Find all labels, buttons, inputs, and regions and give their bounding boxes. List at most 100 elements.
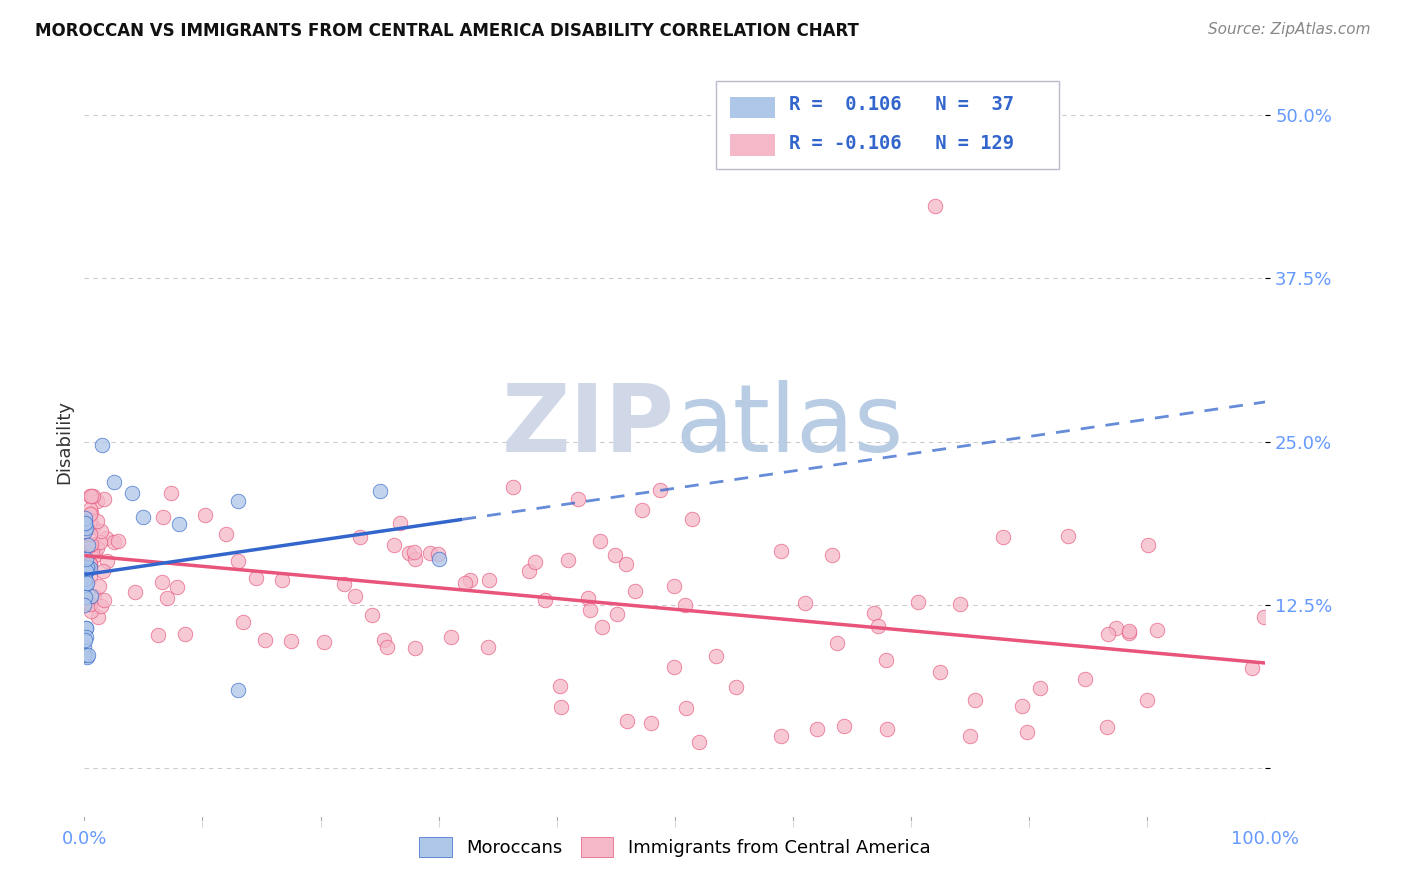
Point xyxy=(73,510,96,524)
Point xyxy=(79,556,101,570)
Point xyxy=(993,529,1015,543)
Point xyxy=(86,541,108,556)
Text: MOROCCAN VS IMMIGRANTS FROM CENTRAL AMERICA DISABILITY CORRELATION CHART: MOROCCAN VS IMMIGRANTS FROM CENTRAL AMER… xyxy=(35,22,859,40)
Point xyxy=(477,640,499,654)
Point xyxy=(103,475,125,490)
Point xyxy=(675,700,697,714)
Point xyxy=(228,554,250,568)
Point xyxy=(662,659,685,673)
Point xyxy=(361,607,384,622)
Point xyxy=(1253,610,1275,624)
Point xyxy=(502,480,524,494)
Point xyxy=(419,546,441,560)
Point xyxy=(606,607,628,622)
Point xyxy=(866,619,889,633)
Point xyxy=(80,605,103,619)
Point xyxy=(1118,624,1140,639)
Point xyxy=(82,519,104,533)
Point xyxy=(96,553,118,567)
Point xyxy=(402,545,425,559)
Point xyxy=(121,485,143,500)
Point xyxy=(534,592,557,607)
Point xyxy=(79,516,101,531)
Point xyxy=(73,572,96,586)
Point xyxy=(82,543,104,558)
Point xyxy=(806,722,828,736)
Point xyxy=(624,583,647,598)
Point xyxy=(769,543,792,558)
Point xyxy=(167,516,190,531)
Point xyxy=(1136,693,1159,707)
Point xyxy=(579,603,602,617)
Point xyxy=(150,575,173,590)
Point xyxy=(704,648,727,663)
Point xyxy=(1015,724,1038,739)
Point xyxy=(343,589,366,603)
Point xyxy=(834,718,856,732)
Point xyxy=(103,534,125,549)
Point xyxy=(1028,681,1050,695)
Point xyxy=(79,502,101,516)
Point xyxy=(214,527,236,541)
Point xyxy=(132,509,155,524)
Point xyxy=(963,693,986,707)
Point xyxy=(640,715,662,730)
Point xyxy=(146,628,169,642)
Point xyxy=(662,579,685,593)
Point xyxy=(825,635,848,649)
Point xyxy=(245,571,267,585)
Point xyxy=(821,548,844,562)
Point xyxy=(673,598,696,612)
Bar xyxy=(730,96,775,118)
Point xyxy=(79,489,101,503)
Point xyxy=(89,579,111,593)
Point xyxy=(398,546,420,560)
Point xyxy=(427,552,450,566)
Legend: Moroccans, Immigrants from Central America: Moroccans, Immigrants from Central Ameri… xyxy=(412,830,938,864)
Point xyxy=(458,573,481,587)
Point xyxy=(523,555,546,569)
Point xyxy=(89,534,111,549)
Point xyxy=(924,199,946,213)
Point xyxy=(591,620,613,634)
Point xyxy=(79,557,101,571)
Point xyxy=(1137,538,1160,552)
Point xyxy=(1118,626,1140,640)
Point xyxy=(589,533,612,548)
Point xyxy=(73,576,96,591)
Point xyxy=(90,599,112,613)
Point xyxy=(79,538,101,552)
Point xyxy=(86,494,108,508)
Point xyxy=(75,590,97,604)
Point xyxy=(166,580,188,594)
Point xyxy=(91,564,114,578)
Point xyxy=(79,597,101,611)
Point xyxy=(80,537,103,551)
Point xyxy=(368,483,391,498)
Point xyxy=(96,532,118,546)
Point xyxy=(1240,661,1263,675)
Point xyxy=(382,537,405,551)
Point xyxy=(107,534,129,549)
Point xyxy=(76,562,98,576)
Point xyxy=(875,653,897,667)
Point xyxy=(73,648,96,662)
Point xyxy=(254,632,277,647)
Point xyxy=(688,735,710,749)
Point xyxy=(725,680,748,694)
Point xyxy=(73,524,96,538)
Point xyxy=(73,516,96,530)
Point xyxy=(454,576,477,591)
Point xyxy=(404,551,426,566)
Point xyxy=(876,722,898,736)
FancyBboxPatch shape xyxy=(716,81,1059,169)
Point xyxy=(557,553,579,567)
Point xyxy=(73,598,96,612)
Point xyxy=(76,575,98,590)
Point xyxy=(226,682,249,697)
Point xyxy=(86,514,108,528)
Point xyxy=(375,640,398,654)
Point xyxy=(124,584,146,599)
Text: R =  0.106   N =  37: R = 0.106 N = 37 xyxy=(789,95,1015,113)
Point xyxy=(84,548,107,562)
